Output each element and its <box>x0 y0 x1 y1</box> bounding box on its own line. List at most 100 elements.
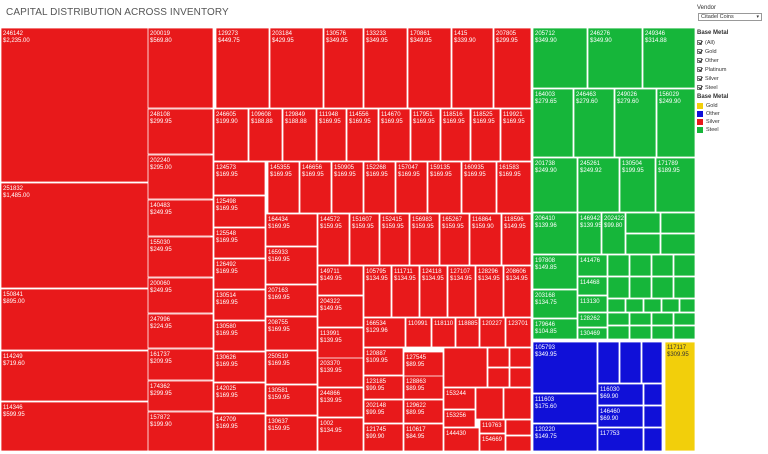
treemap-tile[interactable] <box>532 212 578 255</box>
treemap-tile[interactable] <box>265 246 318 285</box>
checkbox-checked-icon[interactable] <box>697 67 702 72</box>
treemap-tile[interactable] <box>147 380 214 412</box>
treemap-tile[interactable] <box>673 312 696 326</box>
treemap-tile[interactable] <box>147 27 214 109</box>
treemap-tile[interactable] <box>391 265 420 318</box>
checkbox-checked-icon[interactable] <box>697 49 702 54</box>
treemap-tile[interactable] <box>447 265 476 318</box>
treemap-tile[interactable] <box>607 276 630 299</box>
treemap-tile[interactable] <box>213 195 266 228</box>
treemap-tile[interactable] <box>461 161 497 214</box>
treemap-tile[interactable] <box>443 387 476 410</box>
treemap-tile[interactable] <box>147 277 214 314</box>
treemap-tile[interactable] <box>619 341 642 384</box>
treemap-tile[interactable] <box>213 227 266 259</box>
treemap-tile[interactable] <box>503 265 532 318</box>
treemap-tile[interactable] <box>641 341 663 384</box>
treemap-tile[interactable] <box>629 325 652 340</box>
treemap-tile[interactable] <box>213 351 266 383</box>
treemap-tile[interactable] <box>282 108 317 162</box>
filter-option[interactable]: Steel <box>697 83 726 92</box>
filter-option[interactable]: Other <box>697 56 726 65</box>
treemap-tile[interactable] <box>679 298 696 313</box>
treemap-tile[interactable] <box>505 435 532 452</box>
treemap-tile[interactable] <box>317 417 364 452</box>
treemap-tile[interactable] <box>673 325 696 340</box>
filter-option[interactable]: Silver <box>697 74 726 83</box>
treemap-tile[interactable] <box>607 312 630 326</box>
treemap-tile[interactable] <box>440 108 471 162</box>
treemap-tile[interactable] <box>629 312 652 326</box>
treemap-tile[interactable] <box>651 254 674 277</box>
treemap-tile[interactable] <box>265 384 318 416</box>
treemap-tile[interactable] <box>661 298 680 313</box>
treemap-tile[interactable] <box>147 199 214 237</box>
treemap-tile[interactable] <box>597 427 644 452</box>
treemap-tile[interactable] <box>651 276 674 299</box>
treemap-tile[interactable] <box>501 213 532 266</box>
treemap-tile[interactable] <box>660 233 696 255</box>
treemap-tile[interactable] <box>577 254 608 277</box>
treemap-tile[interactable] <box>643 405 663 428</box>
treemap-tile[interactable] <box>248 108 283 162</box>
treemap-tile[interactable] <box>317 265 364 296</box>
treemap-tile[interactable] <box>147 154 214 200</box>
treemap-tile[interactable] <box>673 276 696 299</box>
treemap-tile[interactable] <box>265 415 318 452</box>
treemap-tile[interactable] <box>509 367 532 388</box>
treemap-tile[interactable] <box>265 213 318 247</box>
treemap-tile[interactable] <box>265 284 318 317</box>
treemap-tile[interactable] <box>601 212 626 255</box>
treemap-tile[interactable] <box>573 88 615 158</box>
treemap-tile[interactable] <box>317 357 364 388</box>
treemap-tile[interactable] <box>419 265 448 318</box>
treemap-tile[interactable] <box>147 411 214 452</box>
treemap-tile[interactable] <box>629 276 652 299</box>
vendor-dropdown[interactable]: Citadel Coins ▾ <box>698 13 762 21</box>
treemap-tile[interactable] <box>656 88 696 158</box>
treemap-tile[interactable] <box>299 161 332 214</box>
treemap-tile[interactable] <box>625 298 644 313</box>
treemap-tile[interactable] <box>455 317 480 348</box>
treemap-tile[interactable] <box>479 433 506 452</box>
treemap-tile[interactable] <box>403 351 444 380</box>
treemap-tile[interactable] <box>577 157 620 213</box>
treemap-tile[interactable] <box>405 317 432 348</box>
treemap-tile[interactable] <box>147 236 214 278</box>
treemap-tile[interactable] <box>317 213 350 266</box>
treemap-tile[interactable] <box>265 316 318 351</box>
treemap-tile[interactable] <box>363 423 404 452</box>
treemap-tile[interactable] <box>532 289 578 319</box>
treemap-tile[interactable] <box>587 27 643 89</box>
treemap-tile[interactable] <box>213 320 266 352</box>
treemap-tile[interactable] <box>363 399 404 424</box>
treemap-tile[interactable] <box>597 383 644 406</box>
treemap-tile[interactable] <box>316 108 347 162</box>
treemap-tile[interactable] <box>577 212 602 255</box>
treemap-tile[interactable] <box>607 325 630 340</box>
treemap-tile[interactable] <box>379 213 410 266</box>
treemap-tile[interactable] <box>597 405 644 428</box>
treemap-tile[interactable] <box>363 265 392 318</box>
treemap-tile[interactable] <box>403 375 444 400</box>
treemap-tile[interactable] <box>479 419 506 434</box>
treemap-tile[interactable] <box>643 383 663 406</box>
treemap-tile[interactable] <box>267 161 300 214</box>
treemap-tile[interactable] <box>323 27 364 109</box>
treemap-tile[interactable] <box>629 254 652 277</box>
treemap-tile[interactable] <box>213 289 266 321</box>
treemap-tile[interactable] <box>651 312 674 326</box>
treemap-tile[interactable] <box>607 254 630 277</box>
treemap-tile[interactable] <box>363 375 404 400</box>
treemap-tile[interactable] <box>331 161 364 214</box>
treemap-tile[interactable] <box>147 108 214 155</box>
treemap-tile[interactable] <box>213 258 266 290</box>
treemap-tile[interactable] <box>503 387 532 420</box>
treemap-tile[interactable] <box>607 298 626 313</box>
treemap-tile[interactable] <box>410 108 441 162</box>
treemap-tile[interactable] <box>619 157 656 213</box>
treemap-tile[interactable] <box>395 161 428 214</box>
treemap-tile[interactable] <box>269 27 324 109</box>
treemap-tile[interactable] <box>265 350 318 385</box>
treemap-tile[interactable] <box>614 88 657 158</box>
